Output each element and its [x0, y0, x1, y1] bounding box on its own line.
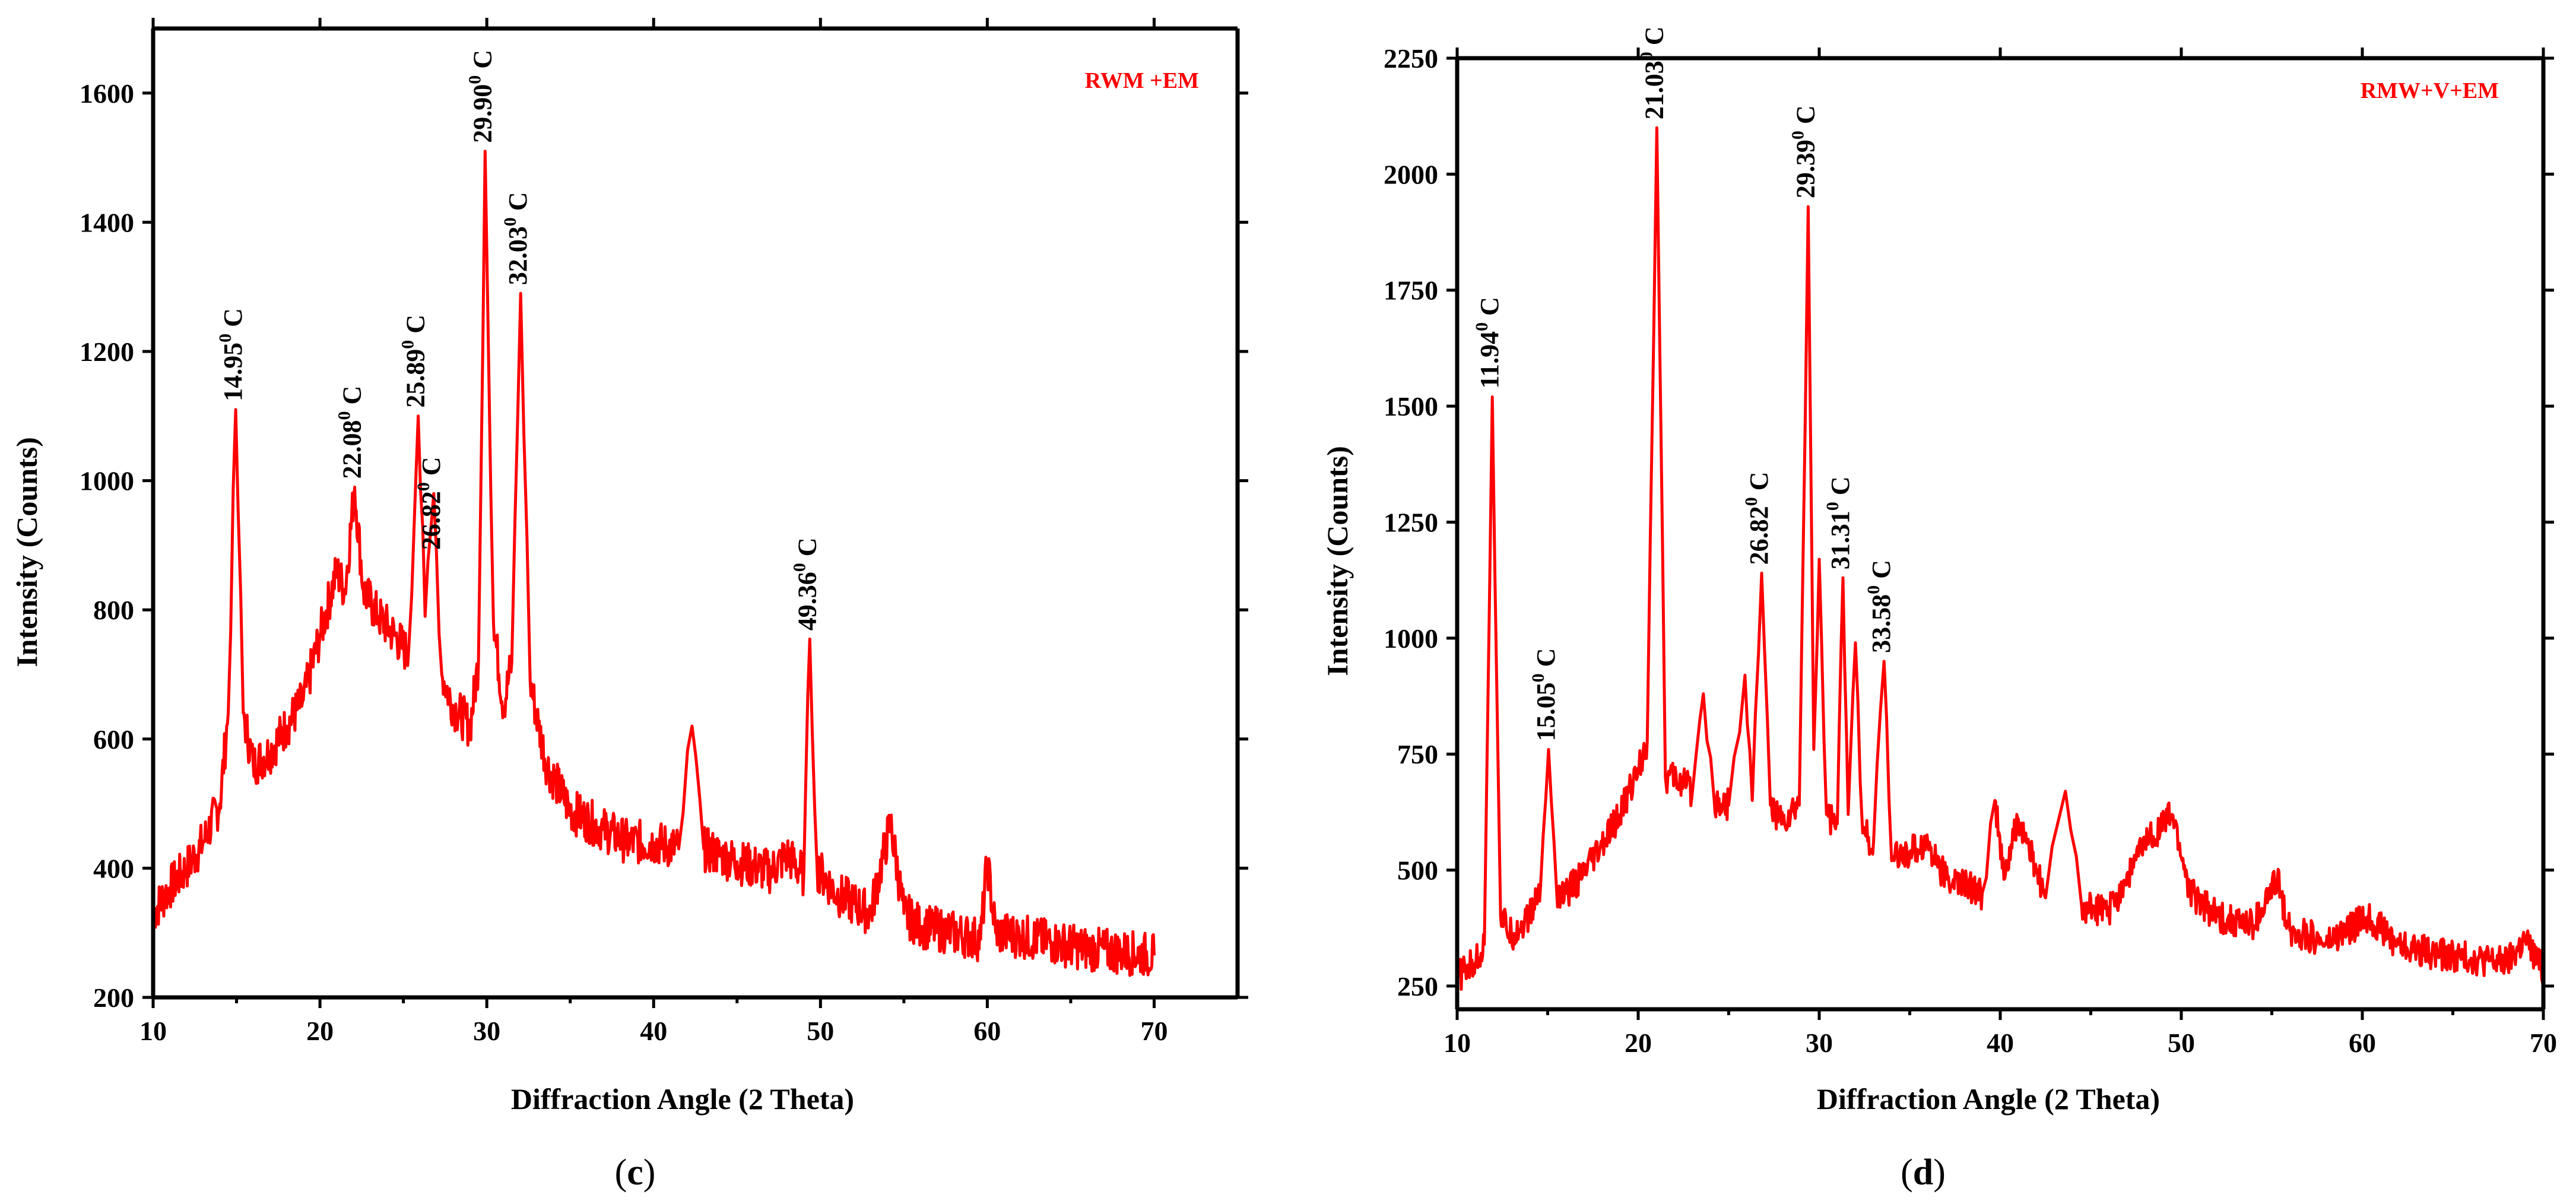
chart-panel-d: 10 20 30 40 50 60 70 250 500 750 1000 1250 1500 1750 2…	[1321, 26, 2557, 1193]
y-tick-label-c: 800	[93, 595, 134, 625]
legend-c: RWM +EM	[1085, 68, 1199, 93]
peak-label-d: 11.940 C	[1472, 297, 1504, 388]
y-tick-label-d: 2000	[1384, 159, 1438, 189]
y-tick-label-d: 1250	[1384, 507, 1438, 537]
y-tick-label-c: 1000	[80, 466, 134, 496]
x-tick-label-d: 60	[2349, 1028, 2376, 1058]
y-tick-label-c: 600	[93, 724, 134, 755]
y-tick-label-c: 400	[93, 853, 134, 883]
chart-panel-c: 10 20 30 40 50 60 70 200 400 600 800 1000 1200 1400 16…	[10, 18, 1248, 1193]
peak-label-d: 33.580 C	[1864, 560, 1896, 653]
ticks-d: 10 20 30 40 50 60 70 250 500 750 1000 1250 1500 1750 2…	[1384, 43, 2557, 1058]
y-tick-label-d: 500	[1397, 856, 1438, 886]
y-tick-label-c: 1200	[80, 337, 134, 367]
peak-labels-c: 14.950 C 22.080 C 25.890 C 26.820 C 29.900 C…	[215, 50, 821, 630]
peak-label-c: 22.080 C	[335, 386, 367, 479]
y-axis-title-d: Intensity (Counts)	[1321, 446, 1354, 676]
peak-label-d: 29.390 C	[1788, 105, 1820, 198]
peak-label-d: 31.310 C	[1823, 476, 1855, 569]
peak-label-c: 49.360 C	[789, 537, 821, 630]
trace-c	[152, 150, 1156, 977]
y-tick-label-d: 1750	[1384, 275, 1438, 306]
x-axis-title-d: Diffraction Angle (2 Theta)	[1817, 1082, 2160, 1116]
y-tick-label-c: 1600	[80, 78, 134, 109]
frame-c	[151, 26, 1240, 1000]
x-axis-title-c: Diffraction Angle (2 Theta)	[511, 1082, 854, 1116]
peak-label-c: 29.900 C	[465, 50, 497, 143]
ticks-c: 10 20 30 40 50 60 70 200 400 600 800 1000 1200 1400 16…	[80, 18, 1248, 1046]
x-tick-label-d: 70	[2530, 1028, 2557, 1058]
x-tick-label-d: 50	[2168, 1028, 2195, 1058]
peak-label-d: 15.050 C	[1528, 648, 1560, 742]
y-tick-label-d: 1000	[1384, 623, 1438, 654]
peak-labels-d: 11.940 C 15.050 C 21.030 C 26.820 C 29.390 C…	[1472, 26, 1896, 741]
x-tick-label-d: 10	[1444, 1028, 1471, 1058]
peak-label-d: 26.820 C	[1741, 472, 1774, 565]
peak-label-d: 21.030 C	[1636, 26, 1668, 119]
y-tick-label-c: 200	[93, 983, 134, 1013]
peak-label-c: 14.950 C	[215, 308, 248, 401]
series-line-c	[152, 150, 1156, 977]
panel-label-d: (d)	[1901, 1152, 1946, 1193]
x-tick-label-c: 50	[807, 1016, 834, 1046]
x-tick-label-d: 30	[1806, 1028, 1833, 1058]
x-tick-label-c: 30	[473, 1016, 500, 1046]
x-tick-label-d: 20	[1625, 1028, 1652, 1058]
x-tick-label-c: 40	[640, 1016, 667, 1046]
y-tick-label-c: 1400	[80, 207, 134, 237]
y-axis-title-c: Intensity (Counts)	[10, 437, 43, 667]
peak-label-c: 25.890 C	[398, 315, 430, 408]
x-tick-label-c: 20	[306, 1016, 334, 1046]
y-tick-label-d: 1500	[1384, 391, 1438, 422]
y-tick-label-d: 750	[1397, 739, 1438, 769]
y-tick-label-d: 250	[1397, 971, 1438, 1002]
frame-d	[1455, 56, 2546, 1012]
series-line-d	[1455, 126, 2545, 991]
x-tick-label-c: 70	[1140, 1016, 1168, 1046]
x-tick-label-c: 10	[139, 1016, 167, 1046]
legend-d: RMW+V+EM	[2361, 78, 2499, 103]
peak-label-c: 32.030 C	[500, 192, 532, 285]
peak-label-c: 26.820 C	[414, 457, 446, 550]
y-tick-label-d: 2250	[1384, 43, 1438, 74]
panel-label-c: (c)	[615, 1152, 656, 1193]
x-tick-label-c: 60	[973, 1016, 1001, 1046]
x-tick-label-d: 40	[1987, 1028, 2014, 1058]
trace-d	[1455, 126, 2545, 991]
